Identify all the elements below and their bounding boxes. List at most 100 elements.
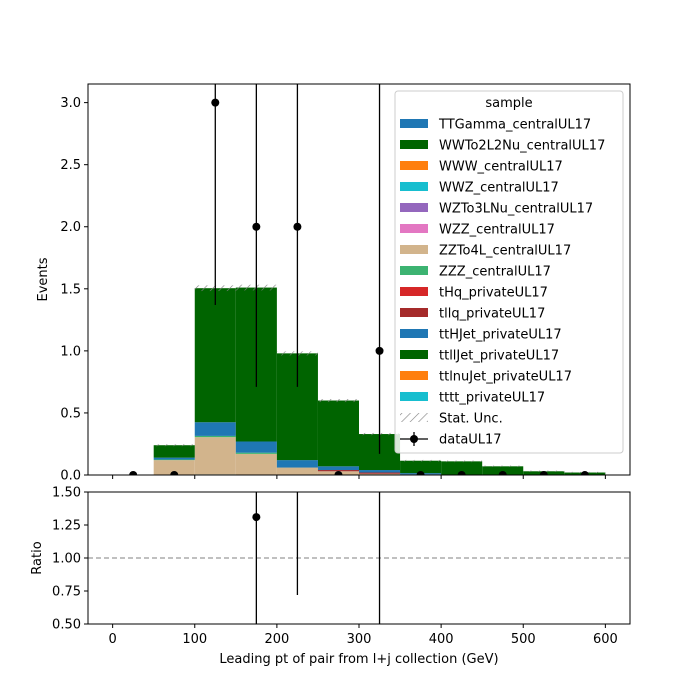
legend-label: dataUL17 bbox=[439, 433, 502, 448]
y-tick-label: 1.0 bbox=[60, 344, 81, 359]
x-tick-label: 100 bbox=[182, 632, 207, 647]
bar-segment bbox=[153, 445, 195, 458]
ratio-point bbox=[252, 513, 261, 522]
legend-label: ttHJet_privateUL17 bbox=[439, 328, 562, 343]
legend-swatch bbox=[400, 182, 428, 191]
legend-swatch bbox=[400, 140, 428, 149]
legend-label: tHq_privateUL17 bbox=[439, 286, 548, 301]
x-tick-label: 500 bbox=[511, 632, 536, 647]
legend-label: WWTo2L2Nu_centralUL17 bbox=[439, 139, 605, 154]
legend-swatch bbox=[400, 371, 428, 380]
bar-segment bbox=[194, 437, 236, 475]
bar-segment bbox=[153, 460, 195, 475]
ratio-y-tick-label: 0.75 bbox=[52, 585, 81, 600]
stat-unc-rect bbox=[153, 444, 195, 447]
bar-segment bbox=[235, 452, 277, 454]
ratio-y-tick-label: 1.50 bbox=[52, 486, 81, 501]
legend-swatch bbox=[400, 287, 428, 296]
ratio-panel: 0.50 0.75 1.00 1.25 1.50 0 100 200 300 400 500 600 R… bbox=[30, 486, 631, 667]
stacked-bars bbox=[153, 287, 606, 475]
x-tick-label: 0 bbox=[108, 632, 116, 647]
legend-label: WZZ_centralUL17 bbox=[439, 223, 555, 238]
y-tick-label: 0.0 bbox=[60, 469, 81, 484]
bar-segment bbox=[276, 460, 318, 468]
x-tick-label: 300 bbox=[347, 632, 372, 647]
y-tick-label: 2.0 bbox=[60, 220, 81, 235]
data-point bbox=[416, 471, 425, 475]
legend-label: WWZ_centralUL17 bbox=[439, 181, 559, 196]
data-point bbox=[129, 471, 138, 475]
bar-segment bbox=[235, 441, 277, 453]
main-panel: 0.0 0.5 1.0 1.5 2.0 2.5 3.0 Events bbox=[36, 83, 631, 484]
data-points bbox=[129, 84, 589, 475]
data-point bbox=[498, 471, 507, 475]
stat-unc-rect bbox=[441, 460, 483, 463]
data-point bbox=[170, 471, 179, 475]
ratio-y-tick-label: 1.25 bbox=[52, 519, 81, 534]
main-y-axis-label: Events bbox=[36, 257, 51, 301]
stat-unc-rect bbox=[482, 465, 524, 468]
bar-segment bbox=[153, 459, 195, 461]
legend-swatch-stat-unc bbox=[400, 413, 428, 422]
legend-swatch bbox=[400, 119, 428, 128]
legend-swatch bbox=[400, 266, 428, 275]
legend-swatch bbox=[400, 203, 428, 212]
x-axis-label: Leading pt of pair from l+j collection (… bbox=[219, 652, 498, 667]
legend: sample TTGamma_centralUL17 WWTo2L2Nu_centr… bbox=[394, 90, 624, 454]
bar-segment bbox=[359, 472, 401, 474]
bar-segment bbox=[153, 457, 195, 460]
bar-segment bbox=[441, 461, 483, 475]
data-point bbox=[457, 471, 466, 475]
legend-swatch bbox=[400, 224, 428, 233]
bar-segment bbox=[194, 422, 236, 436]
data-point bbox=[293, 222, 302, 231]
y-tick-label: 2.5 bbox=[60, 158, 81, 173]
y-tick-label: 1.5 bbox=[60, 282, 81, 297]
data-point bbox=[539, 471, 548, 475]
ratio-y-tick-label: 1.00 bbox=[52, 552, 81, 567]
bar-segment bbox=[482, 466, 524, 475]
stat-unc-rect bbox=[400, 459, 442, 462]
data-point bbox=[580, 471, 589, 475]
legend-swatch bbox=[400, 308, 428, 317]
legend-label: WWW_centralUL17 bbox=[439, 160, 563, 175]
y-tick-label: 0.5 bbox=[60, 406, 81, 421]
legend-swatch bbox=[400, 245, 428, 254]
legend-data-marker bbox=[410, 435, 418, 443]
ratio-points bbox=[252, 492, 381, 624]
legend-label: TTGamma_centralUL17 bbox=[438, 118, 591, 133]
legend-swatch bbox=[400, 392, 428, 401]
stat-unc-rect bbox=[317, 399, 359, 403]
data-point bbox=[252, 222, 261, 231]
legend-swatch bbox=[400, 161, 428, 170]
bar-segment bbox=[235, 453, 277, 475]
legend-label: ZZZ_centralUL17 bbox=[439, 265, 551, 280]
ratio-y-axis-label: Ratio bbox=[30, 541, 45, 574]
data-point bbox=[375, 346, 384, 355]
legend-label: tttt_privateUL17 bbox=[439, 391, 545, 406]
legend-label: WZTo3LNu_centralUL17 bbox=[439, 202, 593, 217]
legend-swatch bbox=[400, 350, 428, 359]
x-tick-label: 400 bbox=[429, 632, 454, 647]
legend-swatch bbox=[400, 329, 428, 338]
legend-label: ttllJet_privateUL17 bbox=[439, 349, 559, 364]
y-tick-label: 3.0 bbox=[60, 96, 81, 111]
legend-label: Stat. Unc. bbox=[439, 412, 503, 427]
bar-segment bbox=[317, 400, 359, 467]
legend-title: sample bbox=[485, 96, 532, 111]
x-tick-label: 200 bbox=[264, 632, 289, 647]
bar-segment bbox=[317, 470, 359, 472]
data-point bbox=[334, 471, 343, 475]
legend-box bbox=[394, 90, 624, 454]
bar-segment bbox=[359, 473, 401, 475]
bar-segment bbox=[194, 288, 236, 423]
bar-segment bbox=[400, 460, 442, 474]
legend-label: ttlnuJet_privateUL17 bbox=[439, 370, 572, 385]
bar-segment bbox=[276, 467, 318, 475]
legend-label: ZZTo4L_centralUL17 bbox=[439, 244, 571, 259]
bar-segment bbox=[194, 435, 236, 438]
data-point bbox=[211, 98, 220, 107]
bar-segment bbox=[359, 470, 401, 473]
ratio-y-tick-label: 0.50 bbox=[52, 618, 81, 633]
